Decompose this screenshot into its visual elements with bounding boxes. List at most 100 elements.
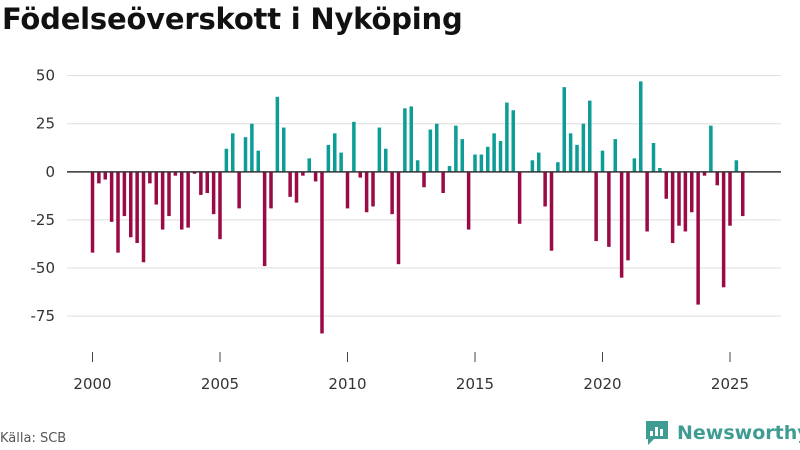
brand-name: Newsworthy — [677, 422, 800, 444]
bar — [683, 171, 688, 232]
bar — [282, 127, 286, 172]
bar — [320, 171, 324, 334]
bar — [600, 150, 605, 172]
bar — [377, 127, 382, 172]
bar — [517, 171, 522, 224]
bar — [205, 171, 210, 193]
bar — [422, 171, 426, 188]
bar — [594, 171, 598, 242]
bar — [690, 171, 694, 213]
y-axis-ticks: 50 25 0 -25 -50 -75 — [31, 67, 56, 326]
bar — [409, 106, 414, 172]
x-tick-label: 2025 — [711, 375, 749, 393]
y-tick-label: 25 — [36, 115, 55, 133]
bar — [307, 158, 312, 172]
bar — [581, 123, 586, 172]
bar — [167, 171, 171, 217]
chart-title: Födelseöverskott i Nyköping — [2, 2, 463, 36]
bar — [588, 100, 592, 172]
bar — [116, 171, 120, 253]
bar — [345, 171, 350, 209]
bar — [224, 148, 229, 172]
bar — [180, 171, 184, 230]
bar — [479, 154, 484, 172]
bar — [658, 167, 662, 172]
bar — [192, 171, 197, 174]
bar — [492, 133, 496, 172]
bar — [384, 148, 388, 172]
bar — [211, 171, 216, 215]
bar — [396, 171, 401, 265]
newsworthy-logo-icon — [646, 421, 668, 445]
bar — [154, 171, 159, 205]
bar — [186, 171, 190, 228]
bar — [537, 152, 541, 172]
bar — [696, 171, 700, 305]
bar — [613, 139, 618, 172]
bar — [97, 171, 101, 184]
bar — [626, 171, 630, 261]
bar — [218, 171, 222, 240]
bar — [632, 158, 637, 172]
y-tick-label: -25 — [31, 211, 56, 229]
bar — [645, 171, 649, 232]
y-tick-label: -50 — [31, 259, 56, 277]
bar — [122, 171, 127, 217]
y-tick-label: -75 — [31, 307, 56, 325]
bar — [486, 146, 490, 172]
bar — [562, 87, 567, 172]
bar — [460, 139, 465, 172]
bar — [549, 171, 554, 251]
bar — [141, 171, 146, 263]
bar — [607, 171, 611, 247]
bar — [454, 125, 458, 172]
bar — [619, 171, 624, 278]
bar — [301, 171, 305, 176]
x-tick-label: 2020 — [583, 375, 621, 393]
bar — [664, 171, 669, 199]
bar — [415, 160, 420, 172]
bar — [352, 121, 356, 172]
bar — [199, 171, 203, 195]
x-tick-label: 2000 — [73, 375, 111, 393]
bars — [90, 81, 745, 334]
bar — [148, 171, 152, 184]
bar — [715, 171, 720, 186]
bar — [575, 144, 579, 172]
source-label: Källa: SCB — [0, 431, 67, 446]
bar — [333, 133, 337, 172]
bar — [556, 162, 560, 172]
y-tick-label: 50 — [36, 67, 55, 85]
bar — [256, 150, 261, 172]
bar — [677, 171, 681, 226]
bar — [734, 160, 739, 172]
bar — [741, 171, 745, 217]
y-tick-label: 0 — [45, 163, 55, 181]
bar — [339, 152, 343, 172]
bar — [473, 154, 477, 172]
bar — [435, 123, 439, 172]
brand-logo[interactable]: Newsworthy — [644, 418, 800, 448]
bar — [135, 171, 139, 244]
bar — [262, 171, 267, 267]
bar — [651, 142, 656, 172]
bar — [639, 81, 643, 172]
bar — [269, 171, 273, 209]
x-tick-label: 2005 — [201, 375, 239, 393]
bar — [371, 171, 375, 207]
bar — [364, 171, 369, 213]
bar — [129, 171, 133, 238]
bar — [358, 171, 363, 178]
x-tick-label: 2010 — [328, 375, 366, 393]
bar — [390, 171, 394, 215]
bar — [90, 171, 95, 253]
x-tick-label: 2015 — [456, 375, 494, 393]
bar — [511, 110, 516, 172]
bar — [326, 144, 331, 172]
bar — [728, 171, 732, 226]
bar — [103, 171, 108, 180]
x-axis-ticks: 2000 2005 2010 2015 2020 2025 — [73, 352, 749, 393]
bar — [702, 171, 707, 176]
bar — [288, 171, 292, 197]
